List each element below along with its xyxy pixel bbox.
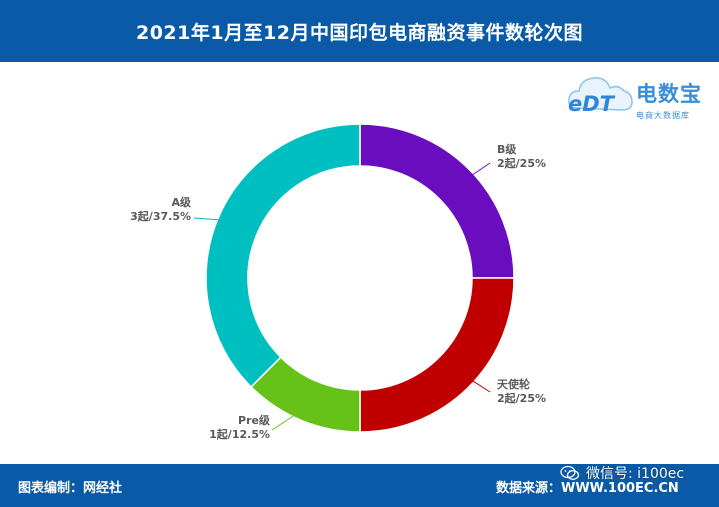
wechat-watermark: 微信号: i100ec — [560, 463, 684, 483]
slice-value-label-1: 2起/25% — [497, 156, 546, 170]
slice-value-label-2: 2起/25% — [497, 391, 546, 405]
leader-line-2 — [458, 371, 491, 393]
slice-name-label-3: Pre级 — [238, 413, 271, 427]
slice-name-label-2: 天使轮 — [497, 377, 530, 391]
logo-sub-text: 电商大数据库 — [636, 111, 690, 120]
footer-credit: 图表编制：网经社 — [18, 481, 123, 496]
donut-chart: B级 2起/25% 天使轮 2起/25% Pre级 1起/12.5% A级 3起/37.5% — [0, 62, 719, 464]
donut-slice-2 — [359, 277, 515, 433]
leader-line-3 — [271, 406, 308, 431]
slice-name-label-4: A级 — [171, 195, 192, 209]
footer-bar: 图表编制：网经社 数据来源：WWW.100EC.CN — [0, 464, 719, 507]
donut-slice-4 — [205, 123, 361, 388]
leader-line-4 — [193, 217, 223, 221]
slice-name-label-1: B级 — [497, 142, 517, 156]
donut-slice-1 — [359, 123, 515, 279]
logo-main-text: 电数宝 — [636, 82, 702, 106]
edt-logo: eDT 电数宝 电商大数据库 — [566, 66, 716, 126]
chart-title: 2021年1月至12月中国印包电商融资事件数轮次图 — [0, 0, 719, 62]
logo-letters: eDT — [568, 92, 614, 116]
wechat-id-text: 微信号: i100ec — [586, 466, 685, 482]
footer-source: 数据来源：WWW.100EC.CN — [496, 481, 679, 496]
slice-value-label-3: 1起/12.5% — [209, 427, 270, 441]
leader-line-1 — [458, 162, 491, 185]
slice-value-label-4: 3起/37.5% — [130, 209, 191, 223]
cloud-icon — [568, 77, 633, 111]
wechat-icon — [560, 465, 580, 481]
